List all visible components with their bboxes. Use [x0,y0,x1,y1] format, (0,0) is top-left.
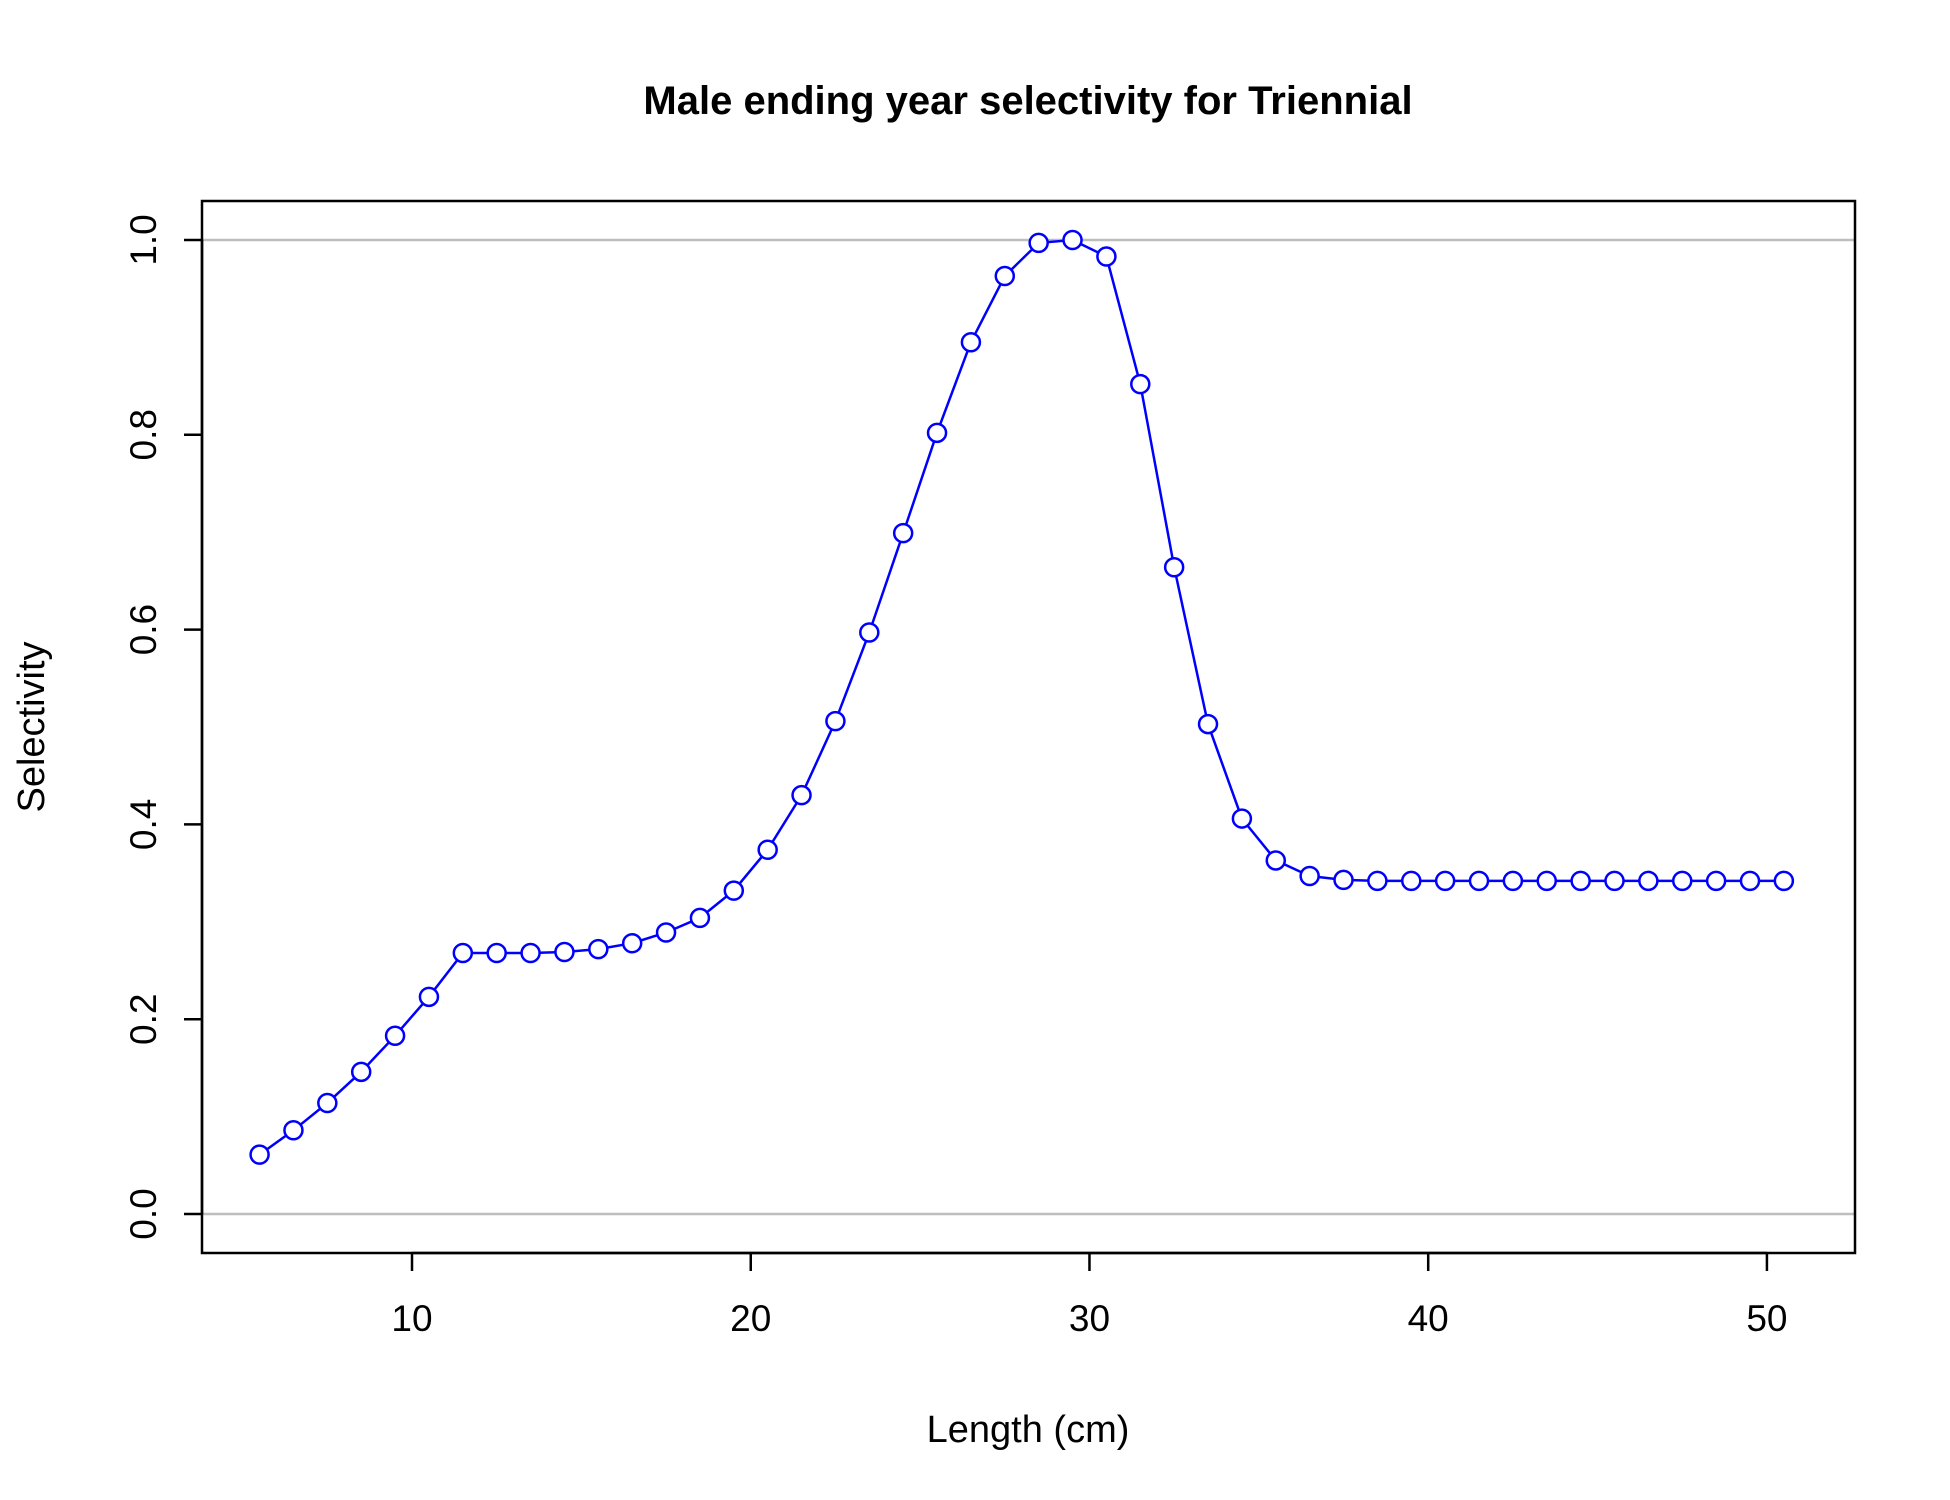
x-tick-label: 50 [1746,1298,1787,1339]
data-point [1163,557,1185,578]
data-point [1197,713,1219,735]
data-point [689,907,711,929]
data-point [1265,850,1287,871]
data-point [757,839,778,860]
data-point [520,942,541,964]
data-point [1536,870,1558,892]
data-point [859,622,880,643]
y-axis-label: Selectivity [11,641,53,812]
x-axis-label: Length (cm) [927,1409,1130,1451]
data-point [486,942,507,964]
data-point [1130,373,1151,395]
data-point [317,1092,338,1114]
y-tick-label: 0.4 [123,799,164,850]
y-tick-label: 1.0 [123,214,164,265]
data-point [554,941,575,963]
data-point [1062,229,1083,251]
data-point [1231,808,1253,829]
data-point [1028,232,1049,254]
x-tick-label: 30 [1069,1298,1110,1339]
data-point [418,986,440,1008]
data-point [1401,870,1422,892]
data-point [791,784,812,806]
data-point [960,331,982,353]
series-layer [249,229,1795,1165]
data-point [892,522,914,544]
y-tick-label: 0.2 [123,994,164,1045]
data-point [825,710,846,732]
data-point [384,1025,406,1047]
data-point [1638,870,1659,892]
data-point [655,922,677,943]
plot-frame [200,199,1857,1255]
data-point [350,1061,372,1083]
data-point [1705,870,1727,892]
data-point [1671,870,1693,892]
x-axis: 10 20 30 40 50 [391,1251,1788,1339]
data-point [1739,870,1761,892]
y-tick-label: 0.0 [123,1188,164,1239]
data-point [1299,865,1320,887]
data-point [926,422,948,444]
data-point [994,265,1016,287]
data-point [1096,246,1117,267]
data-point [452,942,474,964]
reference-lines [202,238,1855,1216]
data-point [588,938,609,960]
data-point [283,1120,304,1141]
data-point [1468,870,1490,892]
data-point [249,1144,270,1165]
data-point [621,932,643,954]
y-axis: 0.0 0.2 0.4 0.6 0.8 1.0 [123,214,204,1240]
data-point [1570,870,1591,892]
x-tick-label: 40 [1408,1298,1449,1339]
x-tick-label: 10 [391,1298,432,1339]
data-point [1773,870,1795,892]
series-line [258,238,1784,1156]
data-point [1367,870,1388,892]
data-point [1333,869,1354,891]
data-point [1502,870,1524,892]
chart-title: Male ending year selectivity for Trienni… [643,79,1412,123]
x-tick-label: 20 [730,1298,771,1339]
y-tick-label: 0.6 [123,604,164,655]
y-tick-label: 0.8 [123,409,164,460]
data-point [1434,870,1456,892]
data-point [723,880,745,901]
data-point [1604,870,1625,892]
